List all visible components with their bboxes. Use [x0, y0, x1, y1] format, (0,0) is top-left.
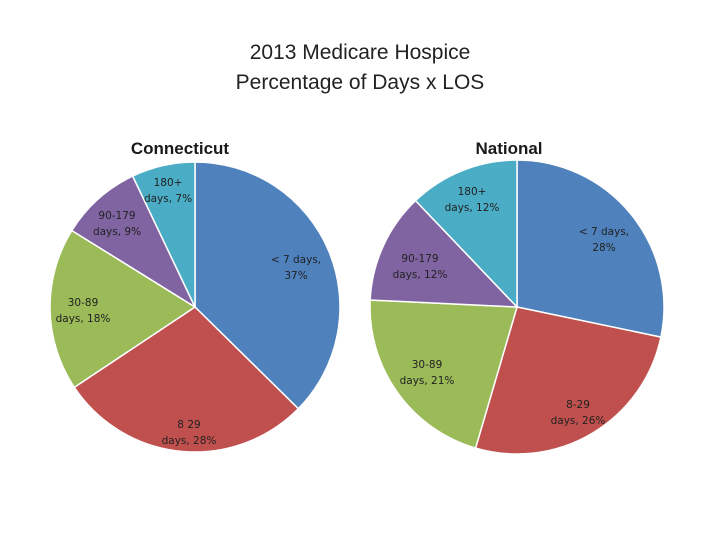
- national-label-lt7-days: < 7 days, 28%: [579, 226, 629, 254]
- connecticut-label-30-89-days: 30-89 days, 18%: [56, 297, 111, 325]
- national-slice-90-179-days: [369, 199, 519, 308]
- page-title-line1: 2013 Medicare Hospice: [249, 41, 471, 64]
- national-slice-8-29-days: [474, 306, 662, 455]
- national-pie-chart: National < 7 days, 28% 8-29 days, 26% 30-89 da…: [369, 139, 665, 455]
- connecticut-slice-8-29-days: [73, 306, 300, 453]
- national-chart-title: National: [475, 139, 542, 158]
- connecticut-label-8-29-days: 8 29 days, 28%: [162, 419, 217, 447]
- national-slice-30-89-days: [369, 299, 518, 449]
- connecticut-slice-lt7-days: [194, 161, 341, 410]
- national-label-30-89-days: 30-89 days, 21%: [400, 359, 455, 387]
- connecticut-slice-30-89-days: [49, 229, 197, 389]
- connecticut-chart-title: Connecticut: [131, 139, 230, 158]
- connecticut-slice-180plus-days: [131, 161, 196, 308]
- page-title-line2: Percentage of Days x LOS: [235, 71, 485, 94]
- connecticut-pie-chart: Connecticut < 7 days, 37% 8 29 days, 28% 30-8…: [49, 139, 341, 453]
- connecticut-label-lt7-days: < 7 days, 37%: [271, 254, 321, 282]
- national-label-90-179-days: 90-179 days, 12%: [393, 253, 448, 281]
- national-label-8-29-days: 8-29 days, 26%: [551, 399, 606, 427]
- connecticut-label-90-179-days: 90-179 days, 9%: [93, 210, 141, 238]
- national-slice-180plus-days: [414, 159, 518, 309]
- connecticut-label-180plus-days: 180+ days, 7%: [144, 177, 192, 205]
- national-label-180plus-days: 180+ days, 12%: [445, 186, 500, 214]
- connecticut-slice-90-179-days: [70, 175, 197, 309]
- national-slice-lt7-days: [516, 159, 665, 338]
